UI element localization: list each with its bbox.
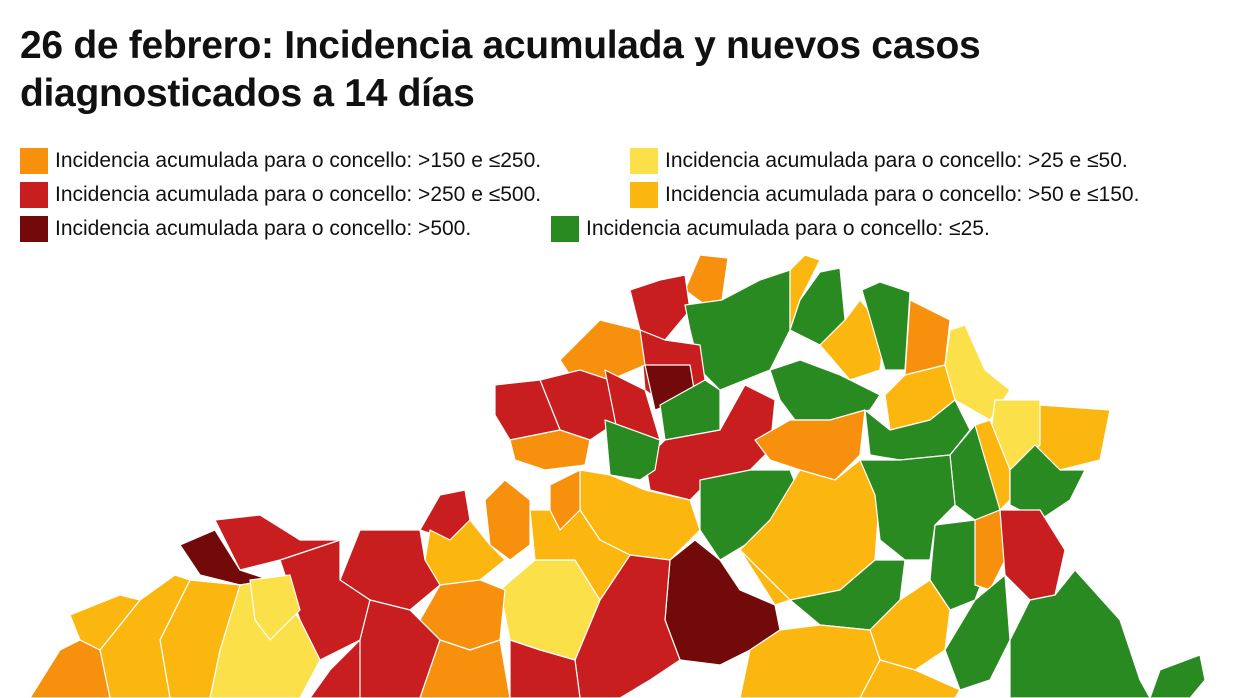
municipality-region [864, 399, 971, 461]
municipality-region [1149, 654, 1206, 698]
legend-label: Incidencia acumulada para o concello: >5… [665, 183, 1140, 206]
municipality-region [1009, 569, 1151, 698]
legend-item-50-150: Incidencia acumulada para o concello: >5… [630, 178, 1139, 212]
legend-swatch [551, 216, 579, 242]
municipality-region [509, 639, 581, 698]
municipality-region [789, 254, 821, 331]
municipality-region [549, 469, 581, 531]
legend-label: Incidencia acumulada para o concello: ≤2… [586, 217, 990, 240]
legend-label: Incidencia acumulada para o concello: >2… [55, 183, 542, 206]
municipality-region [1009, 444, 1086, 521]
legend-item-150-250: Incidencia acumulada para o concello: >1… [20, 144, 541, 178]
legend-swatch [20, 148, 48, 174]
legend-swatch [20, 216, 48, 242]
municipality-region [999, 509, 1066, 601]
legend-item-25-50: Incidencia acumulada para o concello: >2… [630, 144, 1128, 178]
municipality-region [859, 659, 961, 698]
legend-swatch [630, 182, 658, 208]
legend-item-250-500: Incidencia acumulada para o concello: >2… [20, 178, 541, 212]
municipality-region [529, 509, 631, 601]
municipality-region [754, 409, 866, 481]
legend-label: Incidencia acumulada para o concello: >5… [55, 217, 472, 240]
legend-item-under-25: Incidencia acumulada para o concello: ≤2… [551, 212, 990, 246]
municipality-region [604, 419, 661, 481]
municipality-region [509, 429, 591, 471]
municipality-region [249, 574, 301, 641]
municipality-region [769, 359, 881, 421]
municipality-region [419, 639, 511, 698]
municipality-region [739, 624, 881, 698]
legend-swatch [20, 182, 48, 208]
municipality-region [904, 299, 951, 376]
municipality-region [659, 379, 721, 441]
municipality-region [309, 639, 361, 698]
municipality-region [859, 454, 956, 561]
legend-swatch [630, 148, 658, 174]
municipality-region [69, 594, 141, 651]
map-title: 26 de febrero: Incidencia acumulada y nu… [20, 24, 981, 115]
legend-item-over-500: Incidencia acumulada para o concello: >5… [20, 212, 471, 246]
municipality-region [684, 254, 729, 306]
legend-label: Incidencia acumulada para o concello: >2… [665, 149, 1128, 172]
municipality-region [974, 509, 1006, 591]
legend-label: Incidencia acumulada para o concello: >1… [55, 149, 542, 172]
